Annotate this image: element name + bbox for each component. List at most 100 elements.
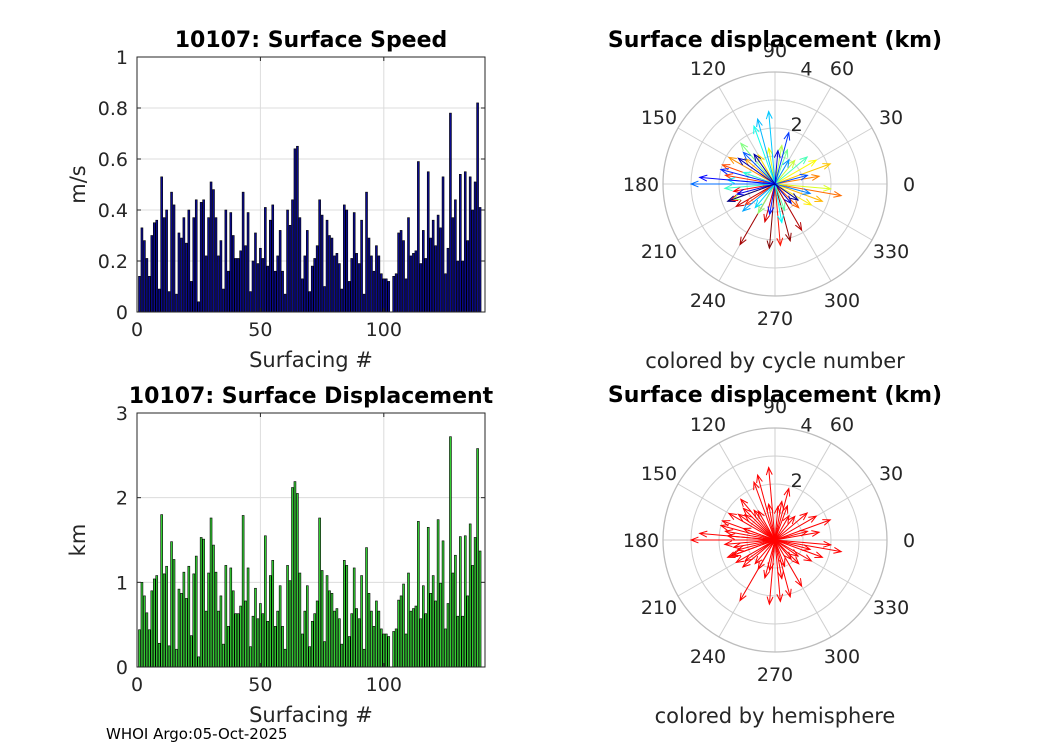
bar — [165, 565, 168, 668]
vector-shaft — [744, 158, 776, 185]
displacement-vector — [757, 539, 776, 571]
vector-arrowhead — [765, 110, 773, 120]
bar — [155, 575, 159, 668]
vector-shaft — [774, 516, 796, 541]
vector-arrowhead — [799, 512, 809, 521]
vector-arrowhead — [698, 530, 708, 538]
displacement-vector — [773, 149, 781, 185]
displacement-vector — [724, 529, 776, 541]
vector-shaft — [699, 532, 776, 541]
vector-shaft — [774, 539, 842, 553]
vector-arrowhead — [741, 559, 751, 568]
bar — [291, 487, 294, 668]
vector-shaft — [774, 515, 817, 541]
bar — [414, 605, 418, 668]
vector-arrowhead — [757, 509, 765, 519]
vector-arrowhead — [799, 529, 809, 537]
displacement-vector — [766, 502, 776, 541]
bar — [209, 181, 213, 313]
bar — [244, 245, 247, 313]
displacement-vector — [774, 515, 796, 541]
vector-shaft — [725, 174, 776, 185]
bar — [380, 273, 383, 313]
bar — [394, 628, 398, 668]
displacement-vector — [767, 539, 776, 572]
bar — [451, 572, 455, 668]
displacement-vector — [689, 536, 775, 544]
bar — [426, 526, 430, 668]
displacement-vector — [753, 153, 776, 185]
bar — [382, 633, 386, 668]
bar — [214, 571, 218, 668]
theta-tick-label: 330 — [873, 597, 909, 619]
bar — [219, 595, 223, 668]
displacement-vector — [774, 156, 809, 185]
vector-arrowhead — [741, 203, 751, 212]
bar — [177, 588, 181, 668]
displacement-vector — [689, 180, 775, 188]
bar — [367, 593, 371, 668]
vector-shaft — [728, 512, 776, 541]
bar — [204, 255, 208, 313]
y-tick-label: 2 — [116, 488, 128, 510]
bar — [152, 222, 156, 313]
displacement-vector — [727, 156, 776, 185]
y-tick-label: 0.4 — [98, 200, 128, 222]
bar — [162, 573, 166, 668]
vector-arrowhead — [773, 505, 781, 515]
bar — [261, 613, 265, 668]
vector-shaft — [737, 183, 776, 195]
bar — [185, 242, 188, 313]
bar — [291, 199, 294, 313]
theta-tick-label: 150 — [641, 107, 677, 129]
bar — [456, 615, 460, 668]
bar — [325, 575, 329, 668]
vector-shaft — [740, 142, 776, 185]
vector-shaft — [740, 498, 776, 541]
bar — [422, 230, 425, 313]
vector-arrowhead — [782, 158, 790, 168]
displacement-vector — [774, 539, 786, 568]
vector-arrowhead — [783, 487, 791, 497]
bar — [473, 181, 477, 313]
bar — [473, 537, 477, 668]
bar — [407, 217, 410, 313]
vector-shaft — [768, 111, 776, 185]
vector-shaft — [742, 539, 776, 568]
bar — [229, 567, 233, 668]
bar-chart-1: 0 50 100 0 0.2 0.4 0.6 0.8 1 10107: Surface Speed… — [66, 28, 486, 372]
bar — [313, 613, 316, 668]
vector-shaft — [742, 507, 776, 541]
vector-arrowhead — [727, 156, 737, 164]
bar — [436, 519, 440, 668]
vector-arrowhead — [785, 232, 792, 243]
bar — [175, 293, 178, 313]
bar — [320, 214, 324, 313]
theta-tick-label: 0 — [903, 530, 915, 552]
vector-arrowhead — [799, 156, 809, 165]
vector-arrowhead — [689, 536, 699, 544]
polar-caption: colored by hemisphere — [655, 704, 896, 728]
displacement-vector — [774, 148, 789, 185]
vector-arrowhead — [723, 540, 733, 548]
vector-arrowhead — [822, 184, 833, 192]
y-tick-label: 1 — [116, 47, 128, 69]
bar — [315, 245, 319, 313]
bar — [320, 570, 324, 668]
bar — [439, 582, 442, 668]
vector-arrowhead — [754, 555, 763, 565]
vector-shaft — [774, 183, 831, 190]
y-tick-label: 1 — [116, 572, 128, 594]
displacement-vector — [774, 529, 809, 541]
bar — [377, 610, 381, 668]
displacement-vector — [774, 519, 832, 541]
vector-arrowhead — [790, 549, 800, 557]
bar — [283, 293, 287, 313]
bar — [236, 258, 240, 313]
displacement-vector — [774, 504, 789, 541]
bar — [429, 237, 432, 313]
bar — [296, 493, 299, 668]
vector-arrowhead — [735, 188, 746, 196]
bar — [148, 629, 151, 668]
displacement-vector — [774, 183, 813, 206]
